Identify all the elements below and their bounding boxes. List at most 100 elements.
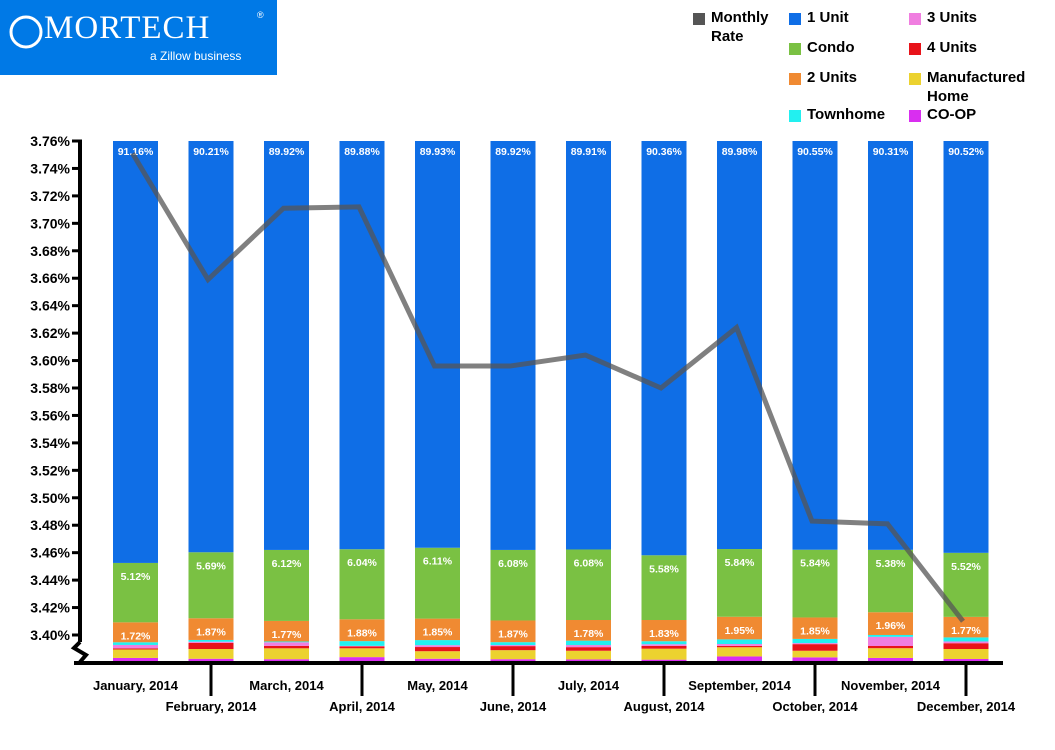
legend-swatch bbox=[789, 73, 801, 85]
bar-segment bbox=[490, 659, 536, 662]
legend-label: Condo bbox=[807, 39, 855, 56]
data-label: 5.84% bbox=[725, 557, 755, 569]
bar-segment bbox=[792, 644, 838, 651]
legend-swatch bbox=[693, 13, 705, 25]
data-label: 1.85% bbox=[423, 627, 453, 639]
y-tick-label: 3.68% bbox=[30, 243, 70, 259]
data-label: 5.58% bbox=[649, 563, 679, 575]
bar-segment bbox=[943, 649, 989, 659]
x-tick-label: August, 2014 bbox=[624, 699, 706, 714]
bar-segment bbox=[717, 645, 762, 648]
bar-segment bbox=[868, 657, 913, 662]
legend-label: 3 Units bbox=[927, 9, 978, 26]
bar-segment bbox=[943, 641, 989, 644]
x-tick-label: March, 2014 bbox=[249, 678, 324, 693]
legend-label: 1 Unit bbox=[807, 9, 849, 26]
data-label: 89.92% bbox=[269, 146, 305, 158]
bar-segment bbox=[717, 647, 762, 657]
bar-segment bbox=[792, 549, 838, 618]
x-tick-label: May, 2014 bbox=[407, 678, 468, 693]
y-tick-label: 3.56% bbox=[30, 407, 70, 423]
y-tick-label: 3.74% bbox=[30, 160, 70, 176]
x-tick-label: October, 2014 bbox=[772, 699, 858, 714]
data-label: 90.52% bbox=[948, 146, 984, 158]
bar-segment bbox=[415, 651, 460, 659]
y-tick-label: 3.44% bbox=[30, 572, 70, 588]
y-tick-label: 3.66% bbox=[30, 270, 70, 286]
y-tick-label: 3.72% bbox=[30, 188, 70, 204]
bar-segment bbox=[566, 647, 611, 651]
legend-label: CO-OP bbox=[927, 106, 977, 123]
bar-segment bbox=[943, 637, 989, 642]
bar-segment bbox=[641, 644, 687, 646]
bar-segment bbox=[943, 616, 989, 638]
logo-brand: MORTECH bbox=[44, 10, 211, 46]
bar-segment bbox=[490, 141, 536, 550]
data-label: 1.85% bbox=[800, 625, 830, 637]
bar-segment bbox=[113, 649, 158, 658]
bar-segment bbox=[415, 640, 460, 646]
bar-segment bbox=[641, 659, 687, 662]
data-label: 1.87% bbox=[196, 626, 226, 638]
bar-segment bbox=[490, 620, 536, 643]
legend-swatch bbox=[909, 13, 921, 25]
bar-segment bbox=[188, 642, 234, 650]
bar-segment bbox=[717, 656, 762, 662]
bar-segment bbox=[566, 659, 611, 662]
bar-segment bbox=[566, 141, 611, 550]
data-label: 6.04% bbox=[347, 557, 377, 569]
data-label: 1.83% bbox=[649, 628, 679, 640]
data-label: 90.36% bbox=[646, 146, 682, 158]
bar-segment bbox=[566, 645, 611, 648]
bar-segment bbox=[264, 659, 309, 662]
bar-segment bbox=[641, 648, 687, 660]
bar-segment bbox=[792, 617, 838, 639]
bar-segment bbox=[339, 619, 385, 642]
bar-segment bbox=[943, 658, 989, 662]
bar-segment bbox=[415, 645, 460, 648]
bar-segment bbox=[641, 645, 687, 649]
legend-swatch bbox=[909, 110, 921, 122]
data-label: 1.77% bbox=[272, 629, 302, 641]
bar-segment bbox=[868, 634, 913, 637]
bar-segment bbox=[339, 646, 385, 649]
data-label: 89.93% bbox=[420, 146, 456, 158]
bar-segment bbox=[792, 638, 838, 644]
data-label: 6.11% bbox=[423, 556, 453, 568]
x-tick-label: January, 2014 bbox=[93, 678, 179, 693]
bar-segment bbox=[188, 552, 234, 619]
bar-segment bbox=[188, 649, 234, 659]
bar-segment bbox=[113, 648, 158, 650]
data-label: 1.78% bbox=[574, 628, 604, 640]
bar-segment bbox=[339, 549, 385, 620]
y-tick-label: 3.42% bbox=[30, 600, 70, 616]
bar-segment bbox=[339, 657, 385, 662]
logo-tagline: a Zillow business bbox=[150, 49, 242, 63]
bar-segment bbox=[868, 141, 913, 550]
bar-segment bbox=[415, 647, 460, 652]
logo-registered: ® bbox=[257, 10, 264, 20]
bar-segment bbox=[415, 547, 460, 619]
bar-segment bbox=[792, 657, 838, 662]
bar-segment bbox=[490, 549, 536, 621]
data-label: 1.87% bbox=[498, 628, 528, 640]
bar-segment bbox=[717, 644, 762, 646]
legend-swatch bbox=[909, 73, 921, 85]
bar-segment bbox=[339, 641, 385, 646]
data-label: 89.88% bbox=[344, 146, 380, 158]
bar-segment bbox=[717, 141, 762, 550]
bar-segment bbox=[943, 141, 989, 553]
bar-segment bbox=[264, 648, 309, 660]
x-tick-label: September, 2014 bbox=[688, 678, 791, 693]
data-label: 1.77% bbox=[951, 625, 981, 637]
bar-segment bbox=[490, 645, 536, 647]
data-label: 90.31% bbox=[873, 146, 909, 158]
data-label: 6.12% bbox=[272, 558, 302, 570]
bar-segment bbox=[339, 141, 385, 550]
data-label: 1.88% bbox=[347, 627, 377, 639]
data-label: 6.08% bbox=[574, 557, 604, 569]
data-label: 6.08% bbox=[498, 558, 528, 570]
legend-label: Monthly Rate bbox=[711, 9, 769, 45]
data-label: 1.95% bbox=[725, 625, 755, 637]
data-label: 89.91% bbox=[571, 146, 607, 158]
